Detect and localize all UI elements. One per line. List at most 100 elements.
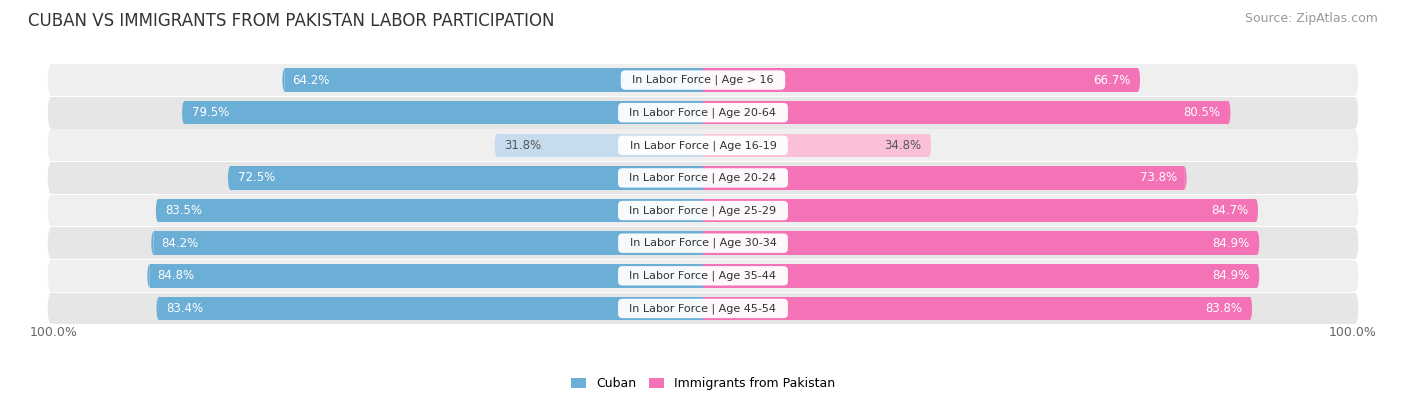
- Wedge shape: [148, 264, 149, 288]
- Text: In Labor Force | Age 25-29: In Labor Force | Age 25-29: [623, 205, 783, 216]
- Bar: [700, 231, 703, 255]
- Wedge shape: [152, 231, 153, 255]
- Bar: [51, 64, 1355, 96]
- Bar: [703, 264, 1257, 288]
- Wedge shape: [1257, 231, 1260, 255]
- Wedge shape: [48, 64, 51, 96]
- Wedge shape: [1256, 199, 1258, 222]
- Wedge shape: [1355, 195, 1358, 226]
- Bar: [159, 199, 703, 222]
- Wedge shape: [48, 162, 51, 194]
- Bar: [703, 101, 1227, 124]
- Wedge shape: [283, 68, 284, 92]
- Text: In Labor Force | Age 45-54: In Labor Force | Age 45-54: [623, 303, 783, 314]
- Text: In Labor Force | Age 35-44: In Labor Force | Age 35-44: [623, 271, 783, 281]
- Text: In Labor Force | Age 16-19: In Labor Force | Age 16-19: [623, 140, 783, 150]
- Bar: [703, 199, 1256, 222]
- Bar: [51, 228, 1355, 259]
- Bar: [51, 162, 1355, 194]
- Bar: [703, 101, 706, 124]
- Text: In Labor Force | Age 20-64: In Labor Force | Age 20-64: [623, 107, 783, 118]
- Bar: [703, 231, 706, 255]
- Bar: [153, 231, 703, 255]
- Bar: [700, 199, 703, 222]
- Text: CUBAN VS IMMIGRANTS FROM PAKISTAN LABOR PARTICIPATION: CUBAN VS IMMIGRANTS FROM PAKISTAN LABOR …: [28, 12, 554, 30]
- Bar: [700, 68, 703, 92]
- Text: 84.9%: 84.9%: [1212, 269, 1250, 282]
- Wedge shape: [156, 297, 159, 320]
- Text: 83.4%: 83.4%: [166, 302, 204, 315]
- Wedge shape: [183, 101, 184, 124]
- Wedge shape: [48, 130, 51, 161]
- Wedge shape: [156, 199, 159, 222]
- Bar: [51, 195, 1355, 226]
- Wedge shape: [48, 260, 51, 292]
- Bar: [51, 293, 1355, 324]
- Wedge shape: [48, 293, 51, 324]
- Text: 72.5%: 72.5%: [238, 171, 276, 184]
- Bar: [700, 264, 703, 288]
- Wedge shape: [1184, 166, 1187, 190]
- Bar: [51, 260, 1355, 292]
- Wedge shape: [48, 97, 51, 128]
- Bar: [703, 297, 706, 320]
- Wedge shape: [1250, 297, 1253, 320]
- Text: 66.7%: 66.7%: [1092, 73, 1130, 87]
- Bar: [149, 264, 703, 288]
- Text: Source: ZipAtlas.com: Source: ZipAtlas.com: [1244, 12, 1378, 25]
- Text: 84.9%: 84.9%: [1212, 237, 1250, 250]
- Wedge shape: [1227, 101, 1230, 124]
- Text: 73.8%: 73.8%: [1140, 171, 1177, 184]
- Text: 31.8%: 31.8%: [505, 139, 541, 152]
- Legend: Cuban, Immigrants from Pakistan: Cuban, Immigrants from Pakistan: [567, 372, 839, 395]
- Wedge shape: [48, 228, 51, 259]
- Bar: [703, 166, 1184, 190]
- Wedge shape: [495, 134, 496, 157]
- Text: 79.5%: 79.5%: [193, 106, 229, 119]
- Bar: [703, 264, 706, 288]
- Wedge shape: [1355, 64, 1358, 96]
- Bar: [703, 134, 706, 157]
- Wedge shape: [228, 166, 231, 190]
- Text: In Labor Force | Age > 16: In Labor Force | Age > 16: [626, 75, 780, 85]
- Text: 100.0%: 100.0%: [30, 326, 77, 339]
- Bar: [703, 68, 706, 92]
- Wedge shape: [1137, 68, 1140, 92]
- Wedge shape: [928, 134, 931, 157]
- Bar: [496, 134, 703, 157]
- Bar: [703, 68, 1137, 92]
- Wedge shape: [1355, 97, 1358, 128]
- Bar: [700, 134, 703, 157]
- Wedge shape: [1355, 260, 1358, 292]
- Bar: [703, 199, 706, 222]
- Text: 100.0%: 100.0%: [1329, 326, 1376, 339]
- Bar: [700, 297, 703, 320]
- Text: 84.8%: 84.8%: [157, 269, 194, 282]
- Text: 83.8%: 83.8%: [1205, 302, 1243, 315]
- Wedge shape: [1257, 264, 1260, 288]
- Bar: [51, 97, 1355, 128]
- Text: In Labor Force | Age 30-34: In Labor Force | Age 30-34: [623, 238, 783, 248]
- Text: 34.8%: 34.8%: [884, 139, 921, 152]
- Bar: [703, 231, 1257, 255]
- Bar: [51, 130, 1355, 161]
- Text: 83.5%: 83.5%: [166, 204, 202, 217]
- Wedge shape: [1355, 228, 1358, 259]
- Wedge shape: [1355, 130, 1358, 161]
- Text: In Labor Force | Age 20-24: In Labor Force | Age 20-24: [623, 173, 783, 183]
- Bar: [703, 166, 706, 190]
- Text: 64.2%: 64.2%: [292, 73, 329, 87]
- Bar: [703, 134, 928, 157]
- Bar: [159, 297, 703, 320]
- Bar: [703, 297, 1250, 320]
- Wedge shape: [1355, 293, 1358, 324]
- Bar: [231, 166, 703, 190]
- Bar: [184, 101, 703, 124]
- Wedge shape: [1355, 162, 1358, 194]
- Text: 84.2%: 84.2%: [162, 237, 198, 250]
- Bar: [284, 68, 703, 92]
- Text: 80.5%: 80.5%: [1184, 106, 1220, 119]
- Wedge shape: [48, 195, 51, 226]
- Text: 84.7%: 84.7%: [1211, 204, 1249, 217]
- Bar: [700, 166, 703, 190]
